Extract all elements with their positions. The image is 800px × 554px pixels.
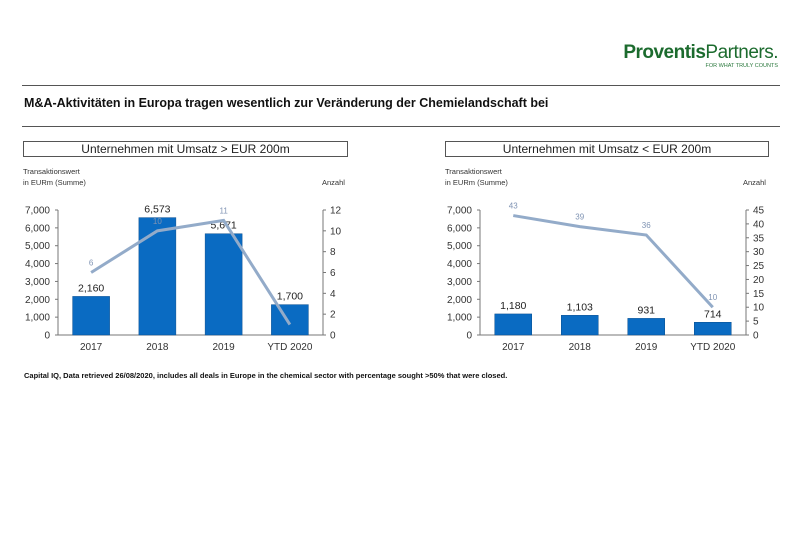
chart-2-bar-label: 1,180 (500, 300, 526, 312)
chart-2-y-tick-label: 6,000 (447, 223, 472, 234)
chart-2-line-label: 10 (708, 293, 717, 302)
chart-2-bar (627, 318, 665, 336)
chart-1-y2-tick-label: 12 (330, 206, 342, 217)
chart-2-y-tick-label: 5,000 (447, 241, 472, 252)
chart-1-bar-label: 6,573 (144, 204, 170, 216)
chart-2-ylabel-1: Transaktionswert (445, 167, 502, 176)
page-title: M&A-Aktivitäten in Europa tragen wesentl… (24, 96, 549, 110)
divider-top (22, 85, 780, 86)
chart-2-y2-tick-label: 25 (753, 261, 765, 272)
chart-2-ylabel: Transaktionswert in EURm (Summe) (445, 166, 508, 188)
chart-1-title: Unternehmen mit Umsatz > EUR 200m (23, 141, 348, 157)
chart-2-y2-tick-label: 5 (753, 317, 759, 328)
chart-1-ylabel: Transaktionswert in EURm (Summe) (23, 166, 86, 188)
chart-2-y2-tick-label: 45 (753, 206, 765, 217)
chart-1-bar (271, 304, 309, 336)
chart-2-title: Unternehmen mit Umsatz < EUR 200m (445, 141, 769, 157)
chart-1-y2-tick-label: 6 (330, 268, 336, 279)
chart-1-y-tick-label: 2,000 (25, 295, 50, 306)
chart-2-line-label: 36 (642, 221, 651, 230)
chart-2-bar-label: 931 (637, 304, 655, 316)
footnote: Capital IQ, Data retrieved 26/08/2020, i… (24, 371, 508, 380)
chart-2-x-tick-label: 2018 (569, 342, 592, 353)
chart-2-y2-tick-label: 10 (753, 303, 765, 314)
chart-1-y2-tick-label: 2 (330, 310, 336, 321)
chart-2-y-tick-label: 0 (466, 331, 472, 342)
chart-2-x-tick-label: 2019 (635, 342, 658, 353)
divider-bottom (22, 126, 780, 127)
chart-1-y-tick-label: 6,000 (25, 223, 50, 234)
chart-1-bar (204, 233, 243, 336)
chart-2-line-label: 43 (509, 202, 518, 211)
logo-tagline: FOR WHAT TRULY COUNTS (705, 63, 778, 69)
chart-2-line-label: 39 (575, 213, 584, 222)
chart-2-x-tick-label: 2017 (502, 342, 525, 353)
chart-2-x-tick-label: YTD 2020 (690, 342, 735, 353)
chart-1-ylabel-1: Transaktionswert (23, 167, 80, 176)
chart-1-y2-tick-label: 10 (330, 226, 342, 237)
chart-2-line-series (513, 214, 714, 309)
chart-2-y2-tick-label: 15 (753, 289, 765, 300)
chart-1-line-label: 11 (219, 206, 228, 215)
chart-1-y2-tick-label: 8 (330, 247, 336, 258)
chart-2-bar (494, 313, 532, 336)
chart-1-y2label: Anzahl (322, 178, 345, 187)
chart-1-x-tick-label: 2019 (213, 342, 236, 353)
chart-1-bar-label: 2,160 (78, 282, 104, 294)
chart-1-x-tick-label: YTD 2020 (267, 342, 312, 353)
chart-1-y-tick-label: 0 (44, 331, 50, 342)
chart-1-y-tick-label: 5,000 (25, 241, 50, 252)
logo-brand-bold: Proventis (623, 42, 706, 63)
chart-1-line-label: 6 (89, 259, 94, 268)
chart-1-bar (138, 217, 177, 336)
chart-1-y2-tick-label: 0 (330, 331, 336, 342)
chart-1-ylabel-2: in EURm (Summe) (23, 178, 86, 187)
chart-1-line-label: 10 (153, 217, 162, 226)
chart-1-bar (72, 296, 110, 336)
chart-1-x-tick-label: 2018 (146, 342, 169, 353)
chart-2-bar (561, 315, 599, 336)
chart-1-y-tick-label: 3,000 (25, 277, 50, 288)
chart-2-y-tick-label: 1,000 (447, 313, 472, 324)
chart-2-y2label: Anzahl (743, 178, 766, 187)
chart-2-bar-label: 714 (704, 308, 722, 320)
chart-2-y2-tick-label: 0 (753, 331, 759, 342)
chart-1-line-series (90, 218, 292, 326)
logo-brand-light: Partners. (705, 42, 778, 63)
chart-1-y2-tick-label: 4 (330, 289, 336, 300)
chart-2-y2-tick-label: 40 (753, 219, 765, 230)
chart-2-y2-tick-label: 35 (753, 233, 765, 244)
logo: ProventisPartners. FOR WHAT TRULY COUNTS (623, 42, 778, 69)
chart-1-y-tick-label: 1,000 (25, 313, 50, 324)
chart-2-y-tick-label: 4,000 (447, 259, 472, 270)
chart-1-x-tick-label: 2017 (80, 342, 103, 353)
chart-1-y-tick-label: 7,000 (25, 206, 50, 217)
chart-2-y2-tick-label: 20 (753, 275, 765, 286)
chart-2-y2-tick-label: 30 (753, 247, 765, 258)
chart-1-y-tick-label: 4,000 (25, 259, 50, 270)
chart-2-bar-label: 1,103 (567, 301, 593, 313)
chart-2-ylabel-2: in EURm (Summe) (445, 178, 508, 187)
chart-2-y-tick-label: 2,000 (447, 295, 472, 306)
chart-2-bar (694, 322, 732, 336)
chart-2-y-tick-label: 7,000 (447, 206, 472, 217)
chart-1-bar-label: 1,700 (277, 291, 303, 303)
chart-2-y-tick-label: 3,000 (447, 277, 472, 288)
